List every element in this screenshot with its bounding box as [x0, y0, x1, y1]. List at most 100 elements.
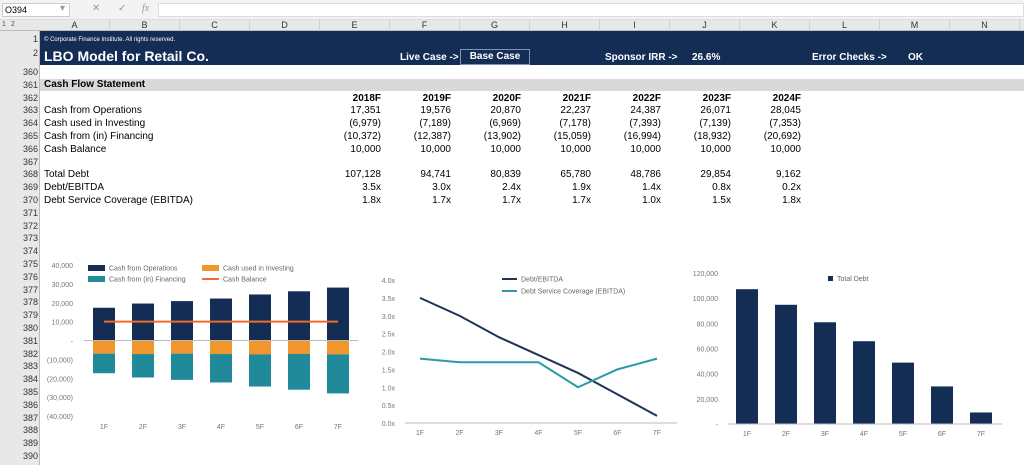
x-tick-label: 3F	[495, 430, 503, 437]
row-number[interactable]: 366	[22, 143, 38, 154]
column-header-j[interactable]: J	[670, 20, 740, 31]
row-number[interactable]: 384	[22, 374, 38, 385]
insert-function-icon[interactable]: fx	[142, 3, 150, 14]
row-number[interactable]: 372	[22, 220, 38, 231]
row-number[interactable]: 382	[22, 348, 38, 359]
column-header-k[interactable]: K	[740, 20, 810, 31]
row-number[interactable]: 369	[22, 182, 38, 193]
column-header-g[interactable]: G	[460, 20, 530, 31]
bar-cash-from-financing	[210, 354, 232, 383]
row-number[interactable]: 360	[22, 67, 38, 77]
legend-label: Debt Service Coverage (EBITDA)	[521, 289, 625, 296]
row-label: Cash used in Investing	[44, 118, 146, 130]
column-header-n[interactable]: N	[950, 20, 1020, 31]
error-checks-value: OK	[908, 52, 923, 63]
name-box[interactable]: O394	[2, 3, 70, 17]
section-header-band	[40, 79, 1024, 91]
row-number[interactable]: 389	[22, 438, 38, 449]
row-number[interactable]: 378	[22, 297, 38, 308]
x-tick-label: 1F	[100, 424, 108, 431]
row-number[interactable]: 362	[22, 92, 38, 103]
x-tick-label: 4F	[860, 431, 868, 438]
table-cell: 19,576	[420, 105, 451, 117]
column-header-h[interactable]: H	[530, 20, 600, 31]
x-tick-label: 7F	[334, 424, 342, 431]
y-tick-label: (30,000)	[47, 395, 73, 402]
table-cell: 65,780	[560, 169, 591, 181]
live-case-selector[interactable]: Base Case	[460, 49, 530, 65]
table-cell: (6,969)	[489, 118, 521, 130]
table-cell: (6,979)	[349, 118, 381, 130]
y-tick-label: -	[716, 422, 719, 429]
enter-icon[interactable]: ✓	[118, 3, 127, 14]
column-header-e[interactable]: E	[320, 20, 390, 31]
row-number[interactable]: 383	[22, 361, 38, 372]
irr-label: Sponsor IRR ->	[605, 52, 678, 63]
bar-cash-from-operations	[327, 287, 349, 341]
x-tick-label: 3F	[178, 424, 186, 431]
column-header-i[interactable]: I	[600, 20, 670, 31]
table-cell: (16,994)	[623, 131, 661, 142]
row-label: Debt Service Coverage (EBITDA)	[44, 195, 193, 206]
table-cell: (13,902)	[483, 131, 521, 142]
row-number[interactable]: 375	[22, 259, 38, 269]
x-tick-label: 5F	[574, 430, 582, 437]
table-cell: 10,000	[630, 143, 661, 155]
table-cell: 1.9x	[572, 182, 591, 194]
bar-cash-from-financing	[132, 354, 154, 378]
year-header: 2024F	[772, 92, 801, 104]
column-header-m[interactable]: M	[880, 20, 950, 31]
column-header-b[interactable]: B	[110, 20, 180, 31]
formula-input[interactable]	[158, 3, 1024, 17]
column-header-c[interactable]: C	[180, 20, 250, 31]
row-number[interactable]: 379	[22, 310, 38, 321]
row-number[interactable]: 370	[22, 195, 38, 205]
row-number[interactable]: 368	[22, 169, 38, 180]
table-cell: 3.0x	[432, 182, 451, 194]
row-number[interactable]: 374	[22, 246, 38, 257]
row-number[interactable]: 387	[22, 412, 38, 423]
row-number[interactable]: 367	[22, 156, 38, 167]
row-number[interactable]: 361	[22, 79, 38, 90]
copyright-text: © Corporate Finance Institute. All right…	[44, 37, 176, 43]
y-tick-label: -	[71, 339, 74, 346]
y-tick-label: 10,000	[52, 320, 74, 327]
name-box-dropdown-icon[interactable]: ▾	[60, 3, 66, 14]
table-cell: 10,000	[420, 143, 451, 155]
row-number[interactable]: 390	[22, 451, 38, 461]
row-number[interactable]: 386	[22, 399, 38, 410]
line-debt-service-coverage	[419, 357, 658, 389]
row-number[interactable]: 2	[32, 48, 38, 58]
legend-swatch	[202, 265, 219, 271]
column-header-a[interactable]: A	[40, 20, 110, 31]
outline-level-1[interactable]: 1	[2, 21, 6, 28]
row-number[interactable]: 364	[22, 118, 38, 129]
row-number[interactable]: 381	[22, 335, 38, 346]
column-header-d[interactable]: D	[250, 20, 320, 31]
legend-swatch	[88, 265, 105, 271]
row-number[interactable]: 385	[22, 387, 38, 397]
row-number[interactable]: 377	[22, 284, 38, 295]
column-header-f[interactable]: F	[390, 20, 460, 31]
y-tick-label: 120,000	[693, 271, 718, 278]
row-number[interactable]: 380	[22, 323, 38, 333]
outline-level-2[interactable]: 2	[11, 21, 15, 28]
column-header-l[interactable]: L	[810, 20, 880, 31]
cancel-icon[interactable]: ✕	[92, 3, 101, 14]
x-tick-label: 2F	[455, 430, 463, 437]
bar-cash-from-operations	[210, 298, 232, 341]
row-label: Cash from (in) Financing	[44, 131, 154, 142]
row-number[interactable]: 376	[22, 271, 38, 282]
legend-label: Cash Balance	[223, 277, 267, 284]
row-number[interactable]: 363	[22, 105, 38, 116]
bar-cash-from-operations	[93, 307, 115, 341]
row-number[interactable]: 388	[22, 425, 38, 436]
row-number[interactable]: 371	[22, 207, 38, 218]
x-tick-label: 4F	[217, 424, 225, 431]
error-checks-label: Error Checks ->	[812, 52, 887, 63]
row-header-bar	[0, 31, 40, 465]
row-number[interactable]: 1	[32, 34, 38, 44]
row-number[interactable]: 373	[22, 233, 38, 244]
row-number[interactable]: 365	[22, 131, 38, 141]
x-tick-label: 5F	[256, 424, 264, 431]
